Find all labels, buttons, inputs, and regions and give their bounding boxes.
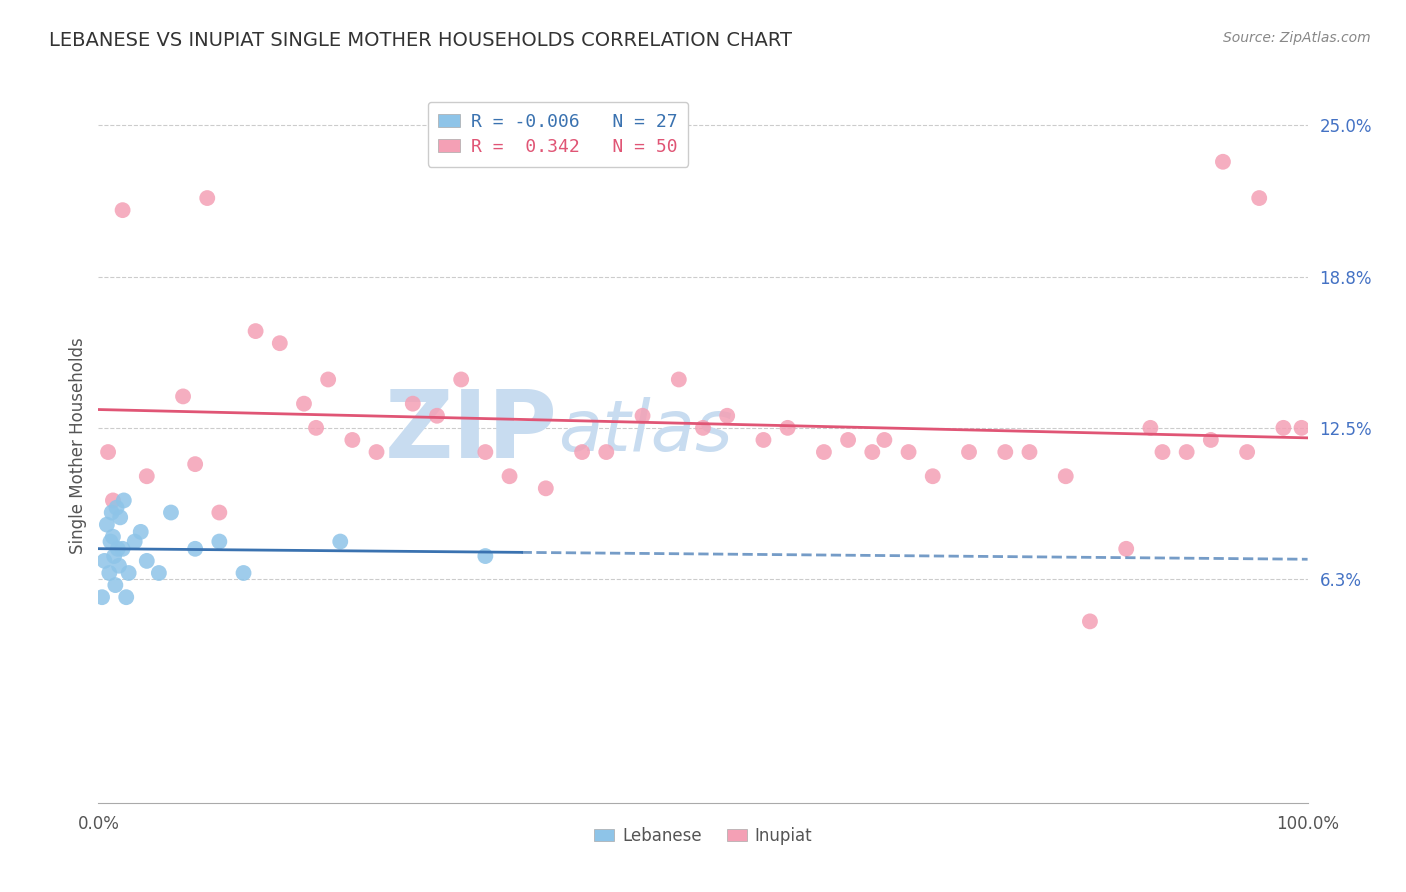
Point — [534, 481, 557, 495]
Point — [1272, 421, 1295, 435]
Point — [716, 409, 738, 423]
Point — [474, 549, 496, 563]
Point — [1175, 445, 1198, 459]
Point — [366, 445, 388, 459]
Point — [292, 397, 315, 411]
Point — [135, 469, 157, 483]
Point — [98, 566, 121, 580]
Point — [813, 445, 835, 459]
Point — [921, 469, 943, 483]
Point — [101, 493, 124, 508]
Point — [1212, 154, 1234, 169]
Point — [232, 566, 254, 580]
Point — [316, 372, 339, 386]
Text: LEBANESE VS INUPIAT SINGLE MOTHER HOUSEHOLDS CORRELATION CHART: LEBANESE VS INUPIAT SINGLE MOTHER HOUSEH… — [49, 31, 792, 50]
Point — [100, 534, 122, 549]
Point — [1054, 469, 1077, 483]
Point — [994, 445, 1017, 459]
Point — [111, 541, 134, 556]
Point — [402, 397, 425, 411]
Point — [115, 590, 138, 604]
Point — [873, 433, 896, 447]
Point — [135, 554, 157, 568]
Point — [342, 433, 364, 447]
Point — [112, 493, 135, 508]
Point — [124, 534, 146, 549]
Point — [1236, 445, 1258, 459]
Point — [668, 372, 690, 386]
Point — [1018, 445, 1040, 459]
Point — [97, 445, 120, 459]
Point — [105, 500, 128, 515]
Point — [860, 445, 883, 459]
Point — [897, 445, 920, 459]
Point — [96, 517, 118, 532]
Point — [91, 590, 114, 604]
Point — [571, 445, 593, 459]
Point — [474, 445, 496, 459]
Point — [1115, 541, 1137, 556]
Point — [160, 506, 183, 520]
Point — [450, 372, 472, 386]
Point — [1291, 421, 1313, 435]
Point — [172, 389, 194, 403]
Point — [104, 578, 127, 592]
Point — [837, 433, 859, 447]
Point — [957, 445, 980, 459]
Point — [245, 324, 267, 338]
Point — [1249, 191, 1271, 205]
Point — [195, 191, 218, 205]
Point — [208, 506, 231, 520]
Point — [107, 541, 129, 556]
Point — [108, 510, 131, 524]
Point — [1152, 445, 1174, 459]
Point — [692, 421, 714, 435]
Point — [184, 457, 207, 471]
Point — [269, 336, 291, 351]
Point — [1199, 433, 1222, 447]
Point — [426, 409, 449, 423]
Legend: Lebanese, Inupiat: Lebanese, Inupiat — [586, 821, 820, 852]
Point — [118, 566, 141, 580]
Point — [752, 433, 775, 447]
Point — [93, 554, 115, 568]
Text: atlas: atlas — [558, 397, 733, 467]
Text: ZIP: ZIP — [385, 385, 558, 478]
Point — [103, 549, 125, 563]
Point — [305, 421, 328, 435]
Point — [631, 409, 654, 423]
Point — [1078, 615, 1101, 629]
Point — [595, 445, 617, 459]
Text: Source: ZipAtlas.com: Source: ZipAtlas.com — [1223, 31, 1371, 45]
Point — [498, 469, 520, 483]
Point — [184, 541, 207, 556]
Point — [111, 203, 134, 218]
Point — [776, 421, 799, 435]
Point — [108, 558, 131, 573]
Y-axis label: Single Mother Households: Single Mother Households — [69, 338, 87, 554]
Point — [329, 534, 352, 549]
Point — [129, 524, 152, 539]
Point — [208, 534, 231, 549]
Point — [101, 530, 124, 544]
Point — [100, 506, 122, 520]
Point — [1139, 421, 1161, 435]
Point — [148, 566, 170, 580]
